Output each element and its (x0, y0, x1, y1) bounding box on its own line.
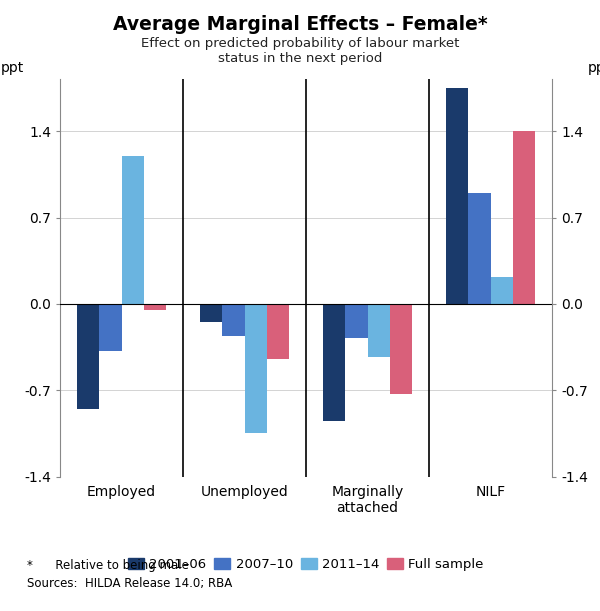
Bar (491, 277, 512, 304)
Bar (512, 131, 535, 304)
Bar (446, 88, 469, 304)
Bar (469, 193, 491, 304)
Bar (245, 304, 266, 433)
Text: Effect on predicted probability of labour market
status in the next period: Effect on predicted probability of labou… (141, 37, 459, 65)
Text: ppt: ppt (1, 62, 24, 75)
Bar (323, 304, 346, 421)
Text: Average Marginal Effects – Female*: Average Marginal Effects – Female* (113, 15, 487, 34)
Bar (223, 304, 245, 336)
Text: ppt: ppt (588, 62, 600, 75)
Bar (367, 304, 389, 357)
Text: *      Relative to being male: * Relative to being male (27, 559, 189, 572)
Bar (143, 304, 166, 310)
Bar (77, 304, 100, 409)
Bar (346, 304, 367, 338)
Bar (200, 304, 223, 323)
Bar (389, 304, 412, 394)
Text: Sources:  HILDA Release 14.0; RBA: Sources: HILDA Release 14.0; RBA (27, 577, 232, 590)
Bar (121, 156, 143, 304)
Bar (266, 304, 289, 359)
Legend: 2001–06, 2007–10, 2011–14, Full sample: 2001–06, 2007–10, 2011–14, Full sample (123, 553, 489, 576)
Bar (100, 304, 121, 351)
